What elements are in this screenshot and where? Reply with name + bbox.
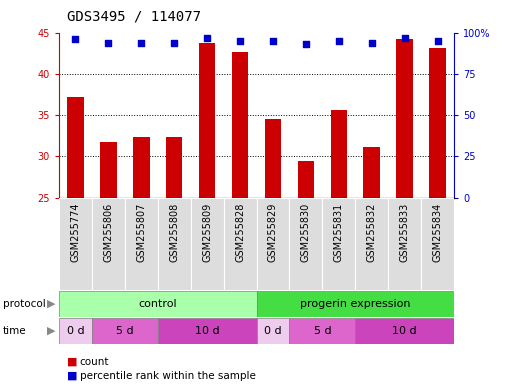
Text: count: count: [80, 357, 109, 367]
Point: [170, 40, 179, 46]
Point: [71, 36, 80, 42]
Bar: [330, 110, 347, 198]
Text: GSM255831: GSM255831: [334, 202, 344, 262]
Bar: [429, 48, 446, 198]
Text: ▶: ▶: [47, 299, 56, 309]
Text: 5 d: 5 d: [313, 326, 331, 336]
Text: 0 d: 0 d: [264, 326, 282, 336]
Bar: [256, 318, 289, 344]
Bar: [133, 137, 149, 198]
Text: GSM255806: GSM255806: [104, 202, 113, 262]
Point: [334, 38, 343, 44]
Bar: [199, 43, 215, 198]
Bar: [59, 318, 92, 344]
Text: GDS3495 / 114077: GDS3495 / 114077: [67, 10, 201, 23]
Point: [401, 35, 409, 41]
Bar: [92, 198, 125, 290]
Bar: [388, 198, 421, 290]
Bar: [59, 291, 256, 317]
Bar: [67, 97, 84, 198]
Text: GSM255832: GSM255832: [367, 202, 377, 262]
Point: [137, 40, 145, 46]
Point: [368, 40, 376, 46]
Bar: [100, 142, 116, 198]
Text: 10 d: 10 d: [195, 326, 220, 336]
Point: [269, 38, 277, 44]
Bar: [421, 198, 454, 290]
Bar: [256, 291, 454, 317]
Text: ▶: ▶: [47, 326, 56, 336]
Text: 0 d: 0 d: [67, 326, 84, 336]
Bar: [191, 198, 224, 290]
Bar: [298, 161, 314, 198]
Point: [203, 35, 211, 41]
Text: GSM255829: GSM255829: [268, 202, 278, 262]
Bar: [224, 198, 256, 290]
Bar: [322, 198, 355, 290]
Point: [236, 38, 244, 44]
Bar: [59, 198, 92, 290]
Text: GSM255774: GSM255774: [70, 202, 81, 262]
Bar: [158, 318, 256, 344]
Bar: [158, 198, 191, 290]
Bar: [256, 198, 289, 290]
Bar: [92, 318, 158, 344]
Text: percentile rank within the sample: percentile rank within the sample: [80, 371, 255, 381]
Bar: [265, 119, 281, 198]
Text: progerin expression: progerin expression: [300, 299, 410, 309]
Text: GSM255833: GSM255833: [400, 202, 409, 262]
Text: GSM255809: GSM255809: [202, 202, 212, 262]
Text: GSM255828: GSM255828: [235, 202, 245, 262]
Bar: [364, 147, 380, 198]
Text: control: control: [139, 299, 177, 309]
Text: 5 d: 5 d: [116, 326, 134, 336]
Point: [104, 40, 112, 46]
Text: time: time: [3, 326, 26, 336]
Text: GSM255808: GSM255808: [169, 202, 179, 262]
Text: 10 d: 10 d: [392, 326, 417, 336]
Bar: [355, 318, 454, 344]
Bar: [355, 198, 388, 290]
Text: ■: ■: [67, 371, 77, 381]
Text: GSM255830: GSM255830: [301, 202, 311, 262]
Bar: [232, 53, 248, 198]
Bar: [289, 198, 322, 290]
Point: [433, 38, 442, 44]
Text: GSM255834: GSM255834: [432, 202, 443, 262]
Text: protocol: protocol: [3, 299, 45, 309]
Bar: [397, 39, 413, 198]
Text: GSM255807: GSM255807: [136, 202, 146, 262]
Point: [302, 41, 310, 47]
Bar: [289, 318, 355, 344]
Bar: [125, 198, 158, 290]
Bar: [166, 137, 183, 198]
Text: ■: ■: [67, 357, 77, 367]
